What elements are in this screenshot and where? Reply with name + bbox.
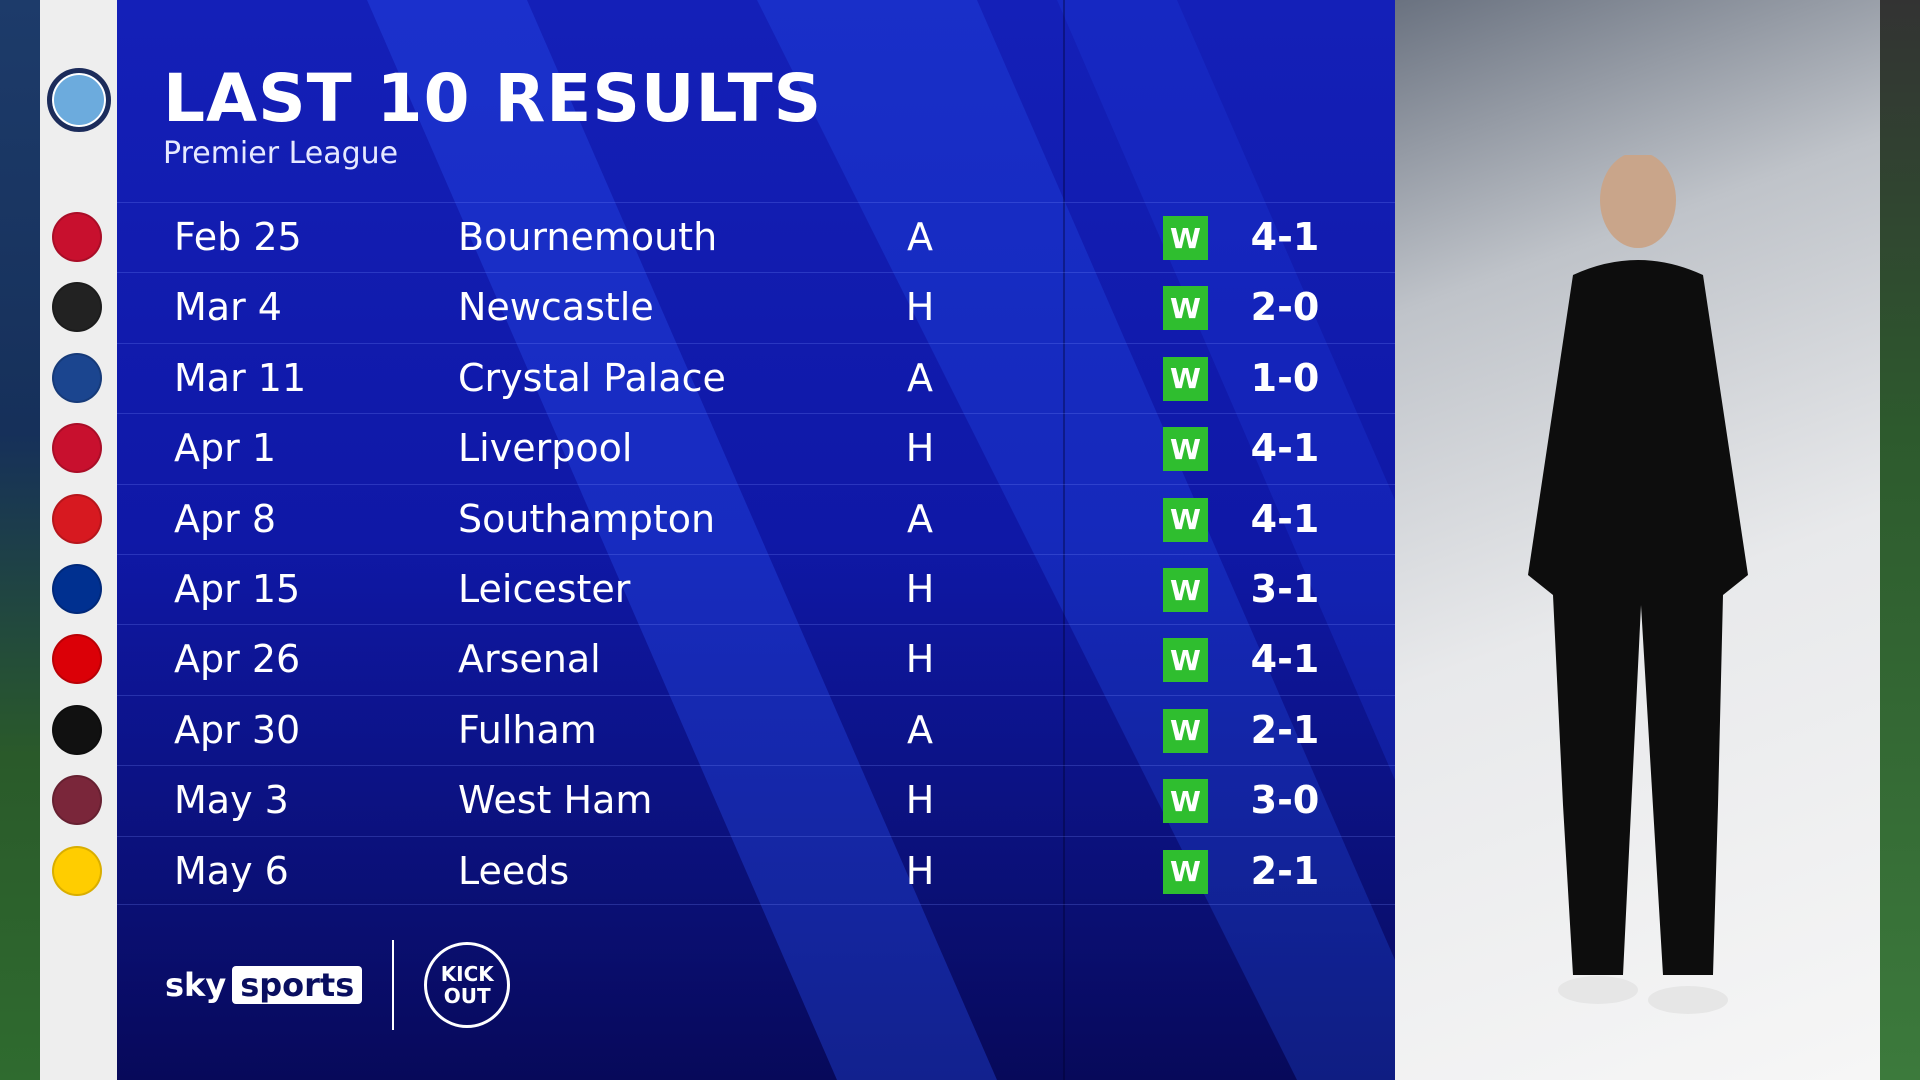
crystal-palace-crest-icon: [52, 352, 102, 403]
results-panel: LAST 10 RESULTS Premier League Feb 25 Bo…: [117, 0, 1395, 1080]
match-score: 1-0: [1250, 355, 1320, 400]
match-score: 3-0: [1250, 778, 1320, 823]
venue: H: [905, 848, 935, 893]
venue: H: [905, 285, 935, 330]
result-badge: W: [1163, 356, 1208, 401]
result-badge: W: [1163, 286, 1208, 331]
bournemouth-crest-icon: [52, 212, 102, 262]
sky-sports-logo: sky sports: [165, 966, 363, 1004]
match-date: Mar 4: [174, 285, 282, 330]
opponent-name: Liverpool: [458, 426, 633, 471]
opponent-name: Bournemouth: [458, 215, 718, 259]
result-row: May 3 West Ham H W 3-0: [117, 765, 1395, 835]
leicester-crest-icon: [52, 564, 102, 614]
fulham-crest-icon: [52, 704, 102, 755]
result-row: Apr 30 Fulham A W 2-1: [117, 694, 1395, 765]
match-score: 4-1: [1250, 426, 1320, 471]
result-badge: W: [1163, 497, 1208, 542]
opponent-name: Newcastle: [458, 285, 654, 330]
match-date: Apr 26: [174, 637, 301, 682]
venue: H: [905, 567, 935, 611]
result-row: May 6 Leeds H W 2-1: [117, 835, 1395, 906]
page-title: LAST 10 RESULTS: [163, 60, 823, 137]
venue: H: [905, 426, 935, 471]
manager-photo: [1395, 0, 1880, 1080]
arsenal-crest-icon: [52, 634, 102, 685]
manager-figure: [1528, 155, 1748, 1014]
result-badge: W: [1163, 708, 1208, 753]
opponent-name: Crystal Palace: [458, 355, 726, 400]
match-score: 4-1: [1250, 496, 1320, 541]
match-score: 4-1: [1250, 637, 1320, 682]
result-badge: W: [1163, 216, 1208, 260]
result-badge: W: [1163, 849, 1208, 894]
match-score: 3-1: [1250, 567, 1320, 611]
match-date: Feb 25: [174, 215, 302, 259]
manchester-city-crest-icon: [47, 68, 111, 132]
result-badge: W: [1163, 638, 1208, 683]
opponent-name: Leicester: [458, 567, 631, 611]
table-bottom-rule: [117, 904, 1395, 905]
match-score: 2-1: [1250, 848, 1320, 893]
stadium-background-right: [1880, 0, 1920, 1080]
logo-divider: [392, 940, 395, 1030]
newcastle-crest-icon: [52, 282, 102, 333]
venue: A: [907, 707, 933, 752]
result-badge: W: [1163, 427, 1208, 472]
kick-it-out-logo: KICK OUT: [424, 942, 511, 1028]
liverpool-crest-icon: [52, 423, 102, 474]
result-badge: W: [1163, 779, 1208, 824]
southampton-crest-icon: [52, 493, 102, 544]
match-score: 4-1: [1250, 215, 1320, 259]
result-row: Mar 11 Crystal Palace A W 1-0: [117, 342, 1395, 413]
leeds-crest-icon: [52, 845, 102, 896]
match-date: Apr 1: [174, 426, 276, 471]
competition-subtitle: Premier League: [163, 136, 399, 171]
background-stripes: [367, 0, 1395, 1080]
result-row: Apr 8 Southampton A W 4-1: [117, 483, 1395, 554]
match-date: Mar 11: [174, 355, 307, 400]
result-row: Apr 1 Liverpool H W 4-1: [117, 413, 1395, 483]
venue: H: [905, 778, 935, 823]
match-date: Apr 15: [174, 567, 301, 611]
match-date: May 3: [174, 778, 289, 823]
opponent-name: Southampton: [458, 496, 716, 541]
match-score: 2-0: [1250, 285, 1320, 330]
opponent-name: Leeds: [458, 848, 570, 893]
venue: A: [907, 496, 933, 541]
result-row: Apr 15 Leicester H W 3-1: [117, 554, 1395, 624]
result-row: Apr 26 Arsenal H W 4-1: [117, 624, 1395, 694]
venue: H: [905, 637, 935, 682]
venue: A: [907, 215, 933, 259]
result-row: Mar 4 Newcastle H W 2-0: [117, 272, 1395, 342]
stadium-background-left: [0, 0, 40, 1080]
opponent-name: West Ham: [458, 778, 653, 823]
west-ham-crest-icon: [52, 775, 102, 826]
match-score: 2-1: [1250, 707, 1320, 752]
opponent-name: Fulham: [458, 707, 597, 752]
footer-logos: sky sports KICK OUT: [165, 940, 511, 1030]
opponent-name: Arsenal: [458, 637, 601, 682]
match-date: May 6: [174, 848, 289, 893]
column-divider: [1063, 0, 1065, 1080]
result-badge: W: [1163, 568, 1208, 612]
match-date: Apr 8: [174, 496, 276, 541]
result-row: Feb 25 Bournemouth A W 4-1: [117, 202, 1395, 272]
venue: A: [907, 355, 933, 400]
match-date: Apr 30: [174, 707, 301, 752]
